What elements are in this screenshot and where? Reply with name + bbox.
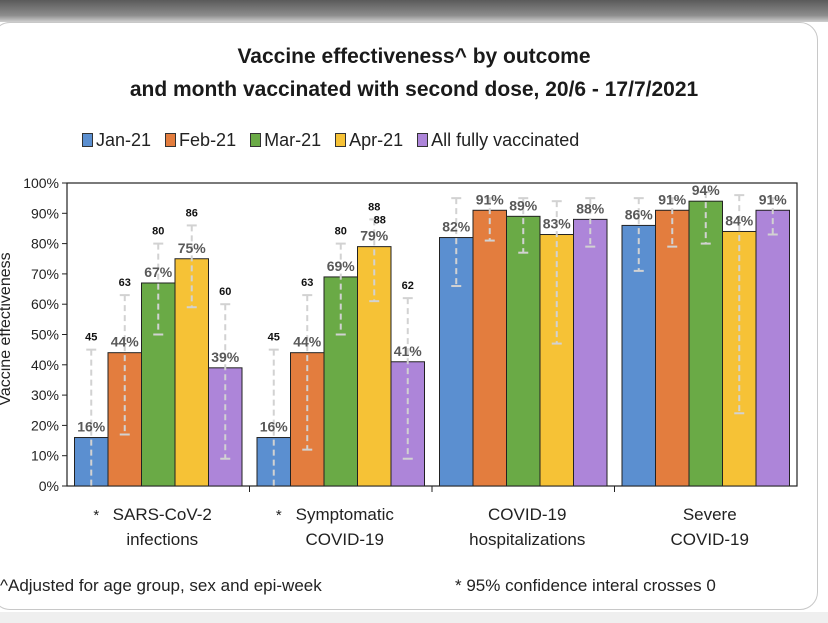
ci-upper-label: 88 — [368, 201, 380, 213]
ci-upper-label: 80 — [152, 226, 164, 238]
bar — [621, 224, 656, 487]
data-label: 94% — [692, 182, 721, 198]
y-tick-label: 70% — [31, 266, 59, 282]
ci-upper-label: 63 — [119, 277, 131, 289]
chart-title-line1: Vaccine effectiveness^ by outcome — [237, 45, 591, 68]
data-label: 67% — [144, 264, 173, 280]
data-label: 39% — [211, 349, 240, 365]
y-tick-label: 20% — [31, 417, 59, 433]
data-label: 86% — [625, 206, 654, 222]
data-label: 84% — [725, 212, 754, 228]
chart-title-line2: and month vaccinated with second dose, 2… — [129, 78, 699, 101]
legend-label: Jan-21 — [96, 129, 152, 150]
ci-upper-label: 60 — [219, 286, 231, 298]
legend-label: Feb-21 — [179, 129, 237, 150]
data-label: 41% — [394, 343, 423, 359]
legend: Jan-21 Feb-21 Mar-21 Apr-21 All fully vaccin… — [82, 128, 579, 152]
legend-label: All fully vaccinated — [431, 129, 580, 150]
legend-swatch — [250, 133, 262, 147]
y-tick-label: 0% — [39, 478, 59, 494]
y-tick-label: 40% — [31, 357, 59, 373]
data-label: 83% — [543, 216, 572, 232]
category-label: COVID-19 — [488, 505, 566, 524]
bar — [439, 237, 474, 487]
y-tick-label: 80% — [31, 236, 59, 252]
footnote-confidence-interval: * 95% confidence interal crosses 0 — [455, 576, 716, 595]
bar — [174, 258, 209, 487]
legend-item: Mar-21 — [250, 130, 321, 151]
legend-label: Apr-21 — [349, 129, 404, 150]
ci-upper-label: 62 — [402, 280, 414, 292]
footnote-adjusted: ^Adjusted for age group, sex and epi-wee… — [0, 576, 322, 595]
ci-upper-label: 63 — [301, 277, 313, 289]
category-label: SARS-CoV-2 — [113, 505, 212, 524]
bar — [357, 246, 392, 487]
data-label: 88% — [576, 200, 605, 216]
legend-item: All fully vaccinated — [417, 130, 579, 151]
legend-label: Mar-21 — [264, 129, 322, 150]
data-label: 91% — [658, 191, 687, 207]
ci-upper-label: 80 — [335, 226, 347, 238]
category-label: Severe — [683, 505, 737, 524]
category-label: Symptomatic — [296, 505, 395, 524]
data-label: 91% — [759, 191, 788, 207]
data-label: 91% — [476, 191, 505, 207]
ci-crosses-zero-marker: * — [276, 507, 282, 524]
y-tick-label: 60% — [31, 296, 59, 312]
window-bottom-band — [0, 612, 828, 623]
legend-swatch — [82, 133, 93, 147]
data-label: 16% — [260, 419, 289, 435]
category-label: infections — [126, 530, 198, 549]
legend-swatch — [417, 133, 429, 147]
data-label: 89% — [509, 197, 538, 213]
ci-upper-label: 45 — [85, 332, 97, 344]
data-label: 79% — [360, 228, 389, 244]
bar — [573, 218, 608, 487]
legend-item: Jan-21 — [82, 130, 151, 151]
data-label: 82% — [442, 219, 471, 235]
bar — [506, 215, 541, 487]
bar — [323, 276, 358, 487]
y-tick-label: 100% — [23, 175, 59, 191]
data-label: 44% — [293, 334, 322, 350]
data-label: 44% — [111, 334, 140, 350]
legend-item: Apr-21 — [335, 130, 403, 151]
y-tick-label: 30% — [31, 387, 59, 403]
ci-upper-label: 45 — [268, 332, 280, 344]
ci-crosses-zero-marker: * — [93, 507, 99, 524]
y-tick-label: 10% — [31, 448, 59, 464]
bar — [141, 282, 176, 487]
category-label: COVID-19 — [306, 530, 384, 549]
window-top-band — [0, 0, 828, 22]
legend-swatch — [165, 133, 177, 147]
legend-item: Feb-21 — [165, 130, 236, 151]
bar — [655, 209, 690, 487]
data-label: 75% — [178, 240, 207, 256]
y-tick-label: 50% — [31, 327, 59, 343]
ci-upper-label: 86 — [186, 207, 198, 219]
y-tick-label: 90% — [31, 205, 59, 221]
data-label: 69% — [327, 258, 356, 274]
bar — [472, 209, 507, 487]
bar — [755, 209, 790, 487]
category-label: COVID-19 — [671, 530, 749, 549]
ci-upper-label: 88 — [374, 214, 386, 226]
category-label: hospitalizations — [469, 530, 585, 549]
data-label: 16% — [77, 419, 106, 435]
legend-swatch — [335, 133, 347, 147]
